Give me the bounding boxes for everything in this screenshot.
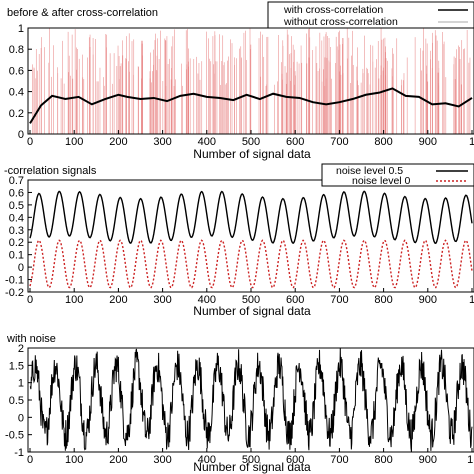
legend-with-cross-correlation: with cross-correlation <box>283 4 383 16</box>
panel2-plot-area <box>29 190 473 289</box>
panel1-plot-area <box>29 28 473 134</box>
x-tick-label: 100 <box>65 136 83 148</box>
series-noise-level-0-5 <box>29 190 473 245</box>
panel-with-noise: with noise -1-0.500.511.52 0 100 200 300 400… <box>5 333 474 474</box>
x-tick-label: 400 <box>198 136 216 148</box>
x-tick-label: 100 <box>65 294 83 306</box>
panel2-title: -correlation signals <box>4 165 97 177</box>
x-tick-label: 900 <box>419 136 437 148</box>
x-tick-label: 300 <box>153 454 171 466</box>
panel2-legend: noise level 0.5 noise level 0 <box>321 163 474 187</box>
panel1-xlabel: Number of signal data <box>193 147 311 161</box>
panel1-x-ticks: 0 100 200 300 400 500 600 700 800 900 1 <box>27 130 474 148</box>
y-tick-label: 1 <box>18 378 24 390</box>
x-tick-label: 900 <box>419 294 437 306</box>
x-tick-label: 300 <box>153 294 171 306</box>
y-tick-label: -0.5 <box>5 430 24 442</box>
panel3-y-ticks: -1 -0.5 0 0.5 1 1.5 2 <box>5 343 32 459</box>
panel2-y-ticks: -0.2-0.100.10.20.30.40.50.60.7 <box>5 175 32 299</box>
panel3-title: with noise <box>6 333 56 345</box>
x-tick-label: 400 <box>198 454 216 466</box>
panel1-title: before & after cross-correlation <box>7 7 158 19</box>
y-tick-label: 0.4 <box>9 212 24 224</box>
y-tick-label: 0.4 <box>9 87 24 99</box>
x-tick-label: 0 <box>27 294 33 306</box>
series-with-noise <box>29 348 473 452</box>
y-tick-label: 0.2 <box>9 108 24 120</box>
panel2-x-ticks: 0 100 200 300 400 500 600 700 800 900 1 <box>27 288 474 306</box>
x-tick-label: 0 <box>27 136 33 148</box>
x-tick-label: 0 <box>27 454 33 466</box>
x-tick-label: 1 <box>469 136 474 148</box>
x-tick-label: 600 <box>286 136 304 148</box>
x-tick-label: 700 <box>330 294 348 306</box>
x-tick-label: 600 <box>286 454 304 466</box>
y-tick-label: 0.1 <box>9 250 24 262</box>
x-tick-label: 800 <box>374 136 392 148</box>
panel3-xlabel: Number of signal data <box>193 460 311 474</box>
series-noise-level-0 <box>29 239 473 289</box>
panel2-xlabel: Number of signal data <box>193 304 311 318</box>
x-tick-label: 700 <box>330 454 348 466</box>
x-tick-label: 700 <box>330 136 348 148</box>
panel1-legend-box <box>267 1 474 29</box>
y-tick-label: 0.8 <box>9 44 24 56</box>
y-tick-label: 1 <box>18 23 24 35</box>
x-tick-label: 1 <box>469 294 474 306</box>
x-tick-label: 600 <box>286 294 304 306</box>
x-tick-label: 900 <box>419 454 437 466</box>
y-tick-label: 0.3 <box>9 225 24 237</box>
x-tick-label: 100 <box>65 454 83 466</box>
x-tick-label: 500 <box>242 294 260 306</box>
x-tick-label: 400 <box>198 294 216 306</box>
y-tick-label: 0 <box>18 129 24 141</box>
panel1-y-ticks: 0 0.2 0.4 0.6 0.8 1 <box>9 23 32 141</box>
x-tick-label: 1( <box>467 454 474 466</box>
x-tick-label: 300 <box>153 136 171 148</box>
x-tick-label: 200 <box>109 454 127 466</box>
y-tick-label: 0.5 <box>9 395 24 407</box>
y-tick-label: -1 <box>14 447 24 459</box>
x-tick-label: 200 <box>109 136 127 148</box>
y-tick-label: 0.6 <box>9 65 24 77</box>
x-tick-label: 800 <box>374 454 392 466</box>
x-tick-label: 200 <box>109 294 127 306</box>
y-tick-label: 1.5 <box>9 360 24 372</box>
panel3-plot-area <box>29 348 473 452</box>
y-tick-label: 2 <box>18 343 24 355</box>
y-tick-label: 0 <box>18 262 24 274</box>
panel1-legend: with cross-correlation without cross-cor… <box>267 1 474 29</box>
panel3-frame <box>27 347 474 453</box>
y-tick-label: -0.2 <box>5 287 24 299</box>
panel-correlation-signals: -correlation signals -0.2-0.100.10.20.30… <box>4 163 474 318</box>
y-tick-label: 0.7 <box>9 175 24 187</box>
y-tick-label: 0 <box>18 412 24 424</box>
y-tick-label: 0.6 <box>9 187 24 199</box>
legend-without-cross-correlation: without cross-correlation <box>283 16 398 28</box>
x-tick-label: 500 <box>242 454 260 466</box>
y-tick-label: -0.1 <box>5 275 24 287</box>
y-tick-label: 0.5 <box>9 200 24 212</box>
legend-noise-0: noise level 0 <box>352 175 411 187</box>
x-tick-label: 500 <box>242 136 260 148</box>
legend-noise-0-5: noise level 0.5 <box>336 165 403 177</box>
panel-before-after: before & after cross-correlation 0 0.2 0.4… <box>7 1 474 161</box>
y-tick-label: 0.2 <box>9 237 24 249</box>
panel3-x-ticks: 0 100 200 300 400 500 600 700 800 900 1( <box>27 448 474 466</box>
x-tick-label: 800 <box>374 294 392 306</box>
series-with-cross-correlation <box>29 87 473 124</box>
